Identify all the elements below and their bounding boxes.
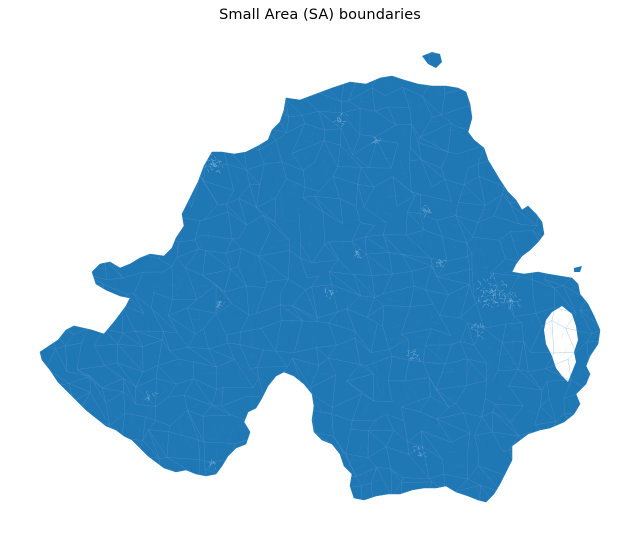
sa-urban-cluster	[324, 287, 338, 299]
sa-urban-cluster	[412, 445, 427, 458]
sa-urban-cluster	[436, 258, 447, 268]
sa-urban-cluster	[406, 349, 421, 363]
map-title: Small Area (SA) boundaries	[219, 7, 421, 23]
strangford-lough	[544, 306, 578, 382]
sa-urban-cluster	[498, 291, 522, 310]
sa-urban-cluster	[215, 300, 225, 311]
sa-urban-cluster	[421, 204, 432, 219]
sa-urban-cluster	[354, 248, 362, 258]
sa-urban-cluster	[333, 113, 349, 127]
sa-urban-cluster	[208, 459, 217, 470]
sa-urban-clusters	[144, 113, 522, 470]
sa-urban-cluster	[144, 390, 159, 402]
sa-landmass	[39, 75, 601, 503]
sa-urban-cluster	[371, 137, 381, 144]
sa-island-rathlin	[422, 52, 442, 68]
sa-islet-east	[574, 266, 582, 272]
sa-urban-cluster	[471, 323, 485, 340]
sa-urban-cluster	[475, 272, 508, 309]
